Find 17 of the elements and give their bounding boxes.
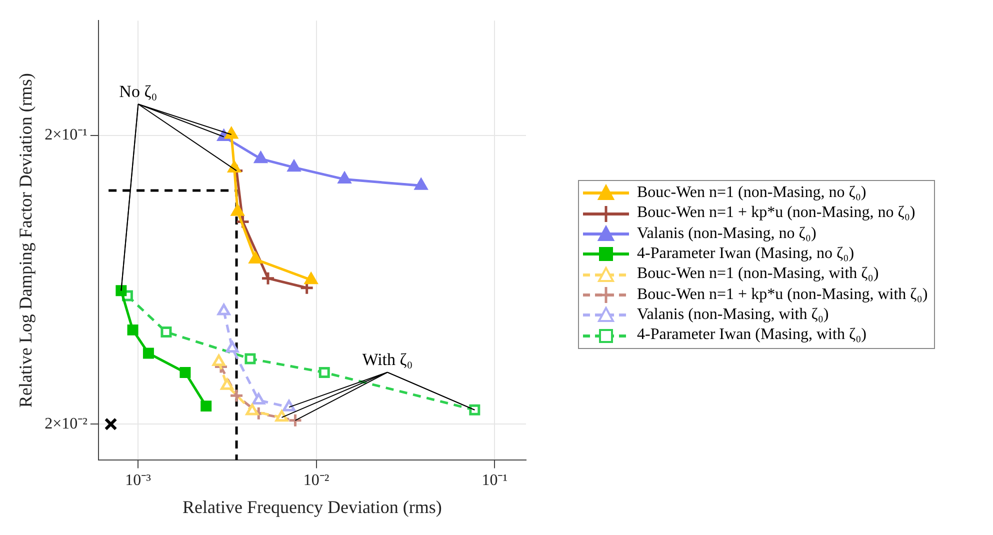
x-tick-label: 10⁻³ [125,472,152,490]
legend-label: Valanis (non-Masing, no ζ₀) [637,224,816,242]
annotation: With ζ₀ [362,350,413,370]
y-tick-label: 2×10⁻² [44,415,88,432]
y-tick-label: 2×10⁻¹ [44,126,88,144]
legend-label: Bouc-Wen n=1 (non-Masing, no ζ₀) [637,184,866,201]
x-tick-label: 10⁻¹ [482,472,508,490]
legend-label: Bouc-Wen n=1 + kp*u (non-Masing, with ζ₀) [637,286,928,303]
legend-label: Bouc-Wen n=1 + kp*u (non-Masing, no ζ₀) [637,204,916,222]
x-tick-label: 10⁻² [303,472,330,490]
y-axis-title: Relative Log Damping Factor Deviation (rms) [16,73,36,408]
legend-label: 4-Parameter Iwan (Masing, with ζ₀) [637,326,866,344]
x-axis-title: Relative Frequency Deviation (rms) [182,496,442,517]
legend-label: Valanis (non-Masing, with ζ₀) [637,306,829,323]
legend-label: 4-Parameter Iwan (Masing, no ζ₀) [637,244,854,262]
legend-label: Bouc-Wen n=1 (non-Masing, with ζ₀) [637,265,879,282]
annotation: No ζ₀ [119,82,158,102]
